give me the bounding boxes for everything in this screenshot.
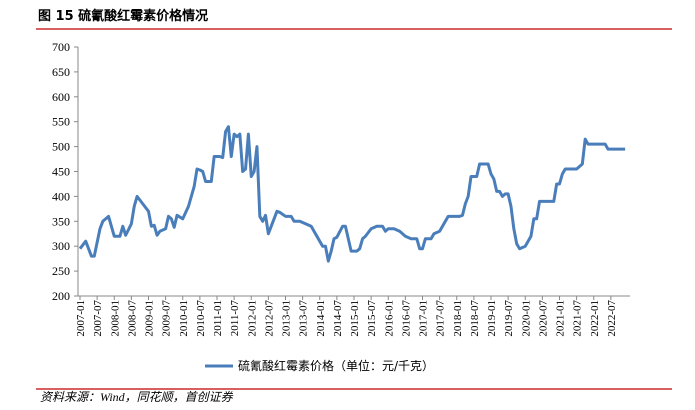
y-tick-label: 300: [52, 239, 70, 253]
y-tick-label: 550: [52, 115, 70, 129]
source: 资料来源：Wind，同花顺，首创证券: [40, 390, 234, 404]
x-tick-label: 2008-07: [126, 300, 138, 337]
x-tick-label: 2020-07: [537, 300, 549, 337]
x-tick-label: 2017-01: [418, 300, 430, 337]
y-tick-label: 650: [52, 65, 70, 79]
x-tick-label: 2022-01: [589, 300, 601, 337]
x-tick-label: 2021-07: [572, 300, 584, 337]
x-tick-label: 2012-07: [263, 300, 275, 337]
x-tick-label: 2013-01: [281, 300, 293, 337]
x-tick-label: 2008-01: [109, 300, 121, 337]
x-tick-label: 2010-01: [178, 300, 190, 337]
x-tick-label: 2009-01: [144, 300, 156, 337]
x-tick-label: 2019-01: [486, 300, 498, 337]
x-tick-label: 2011-07: [229, 300, 241, 337]
x-tick-label: 2014-01: [315, 300, 327, 337]
x-tick-label: 2021-01: [555, 300, 567, 337]
x-tick-label: 2007-07: [92, 300, 104, 337]
x-tick-label: 2018-07: [469, 300, 481, 337]
y-tick-label: 500: [52, 140, 70, 154]
x-tick-label: 2009-07: [161, 300, 173, 337]
y-tick-label: 350: [52, 214, 70, 228]
x-tick-label: 2011-01: [212, 300, 224, 336]
y-tick-label: 700: [52, 40, 70, 54]
y-tick-label: 250: [52, 264, 70, 278]
legend-label: 硫氰酸红霉素价格（单位：元/千克）: [238, 358, 434, 373]
x-tick-label: 2018-01: [452, 300, 464, 337]
x-tick-label: 2012-01: [246, 300, 258, 337]
x-tick-label: 2020-01: [520, 300, 532, 337]
y-tick-label: 600: [52, 90, 70, 104]
x-tick-label: 2016-07: [400, 300, 412, 337]
x-tick-label: 2013-07: [298, 300, 310, 337]
y-tick-label: 450: [52, 165, 70, 179]
x-tick-label: 2015-07: [366, 300, 378, 337]
y-tick-label: 400: [52, 189, 70, 203]
figure-title: 图 15 硫氰酸红霉素价格情况: [38, 8, 208, 24]
x-tick-label: 2017-07: [435, 300, 447, 337]
price-line: [78, 125, 626, 263]
x-tick-label: 2007-01: [75, 300, 87, 337]
x-tick-label: 2014-07: [332, 300, 344, 337]
x-tick-label: 2015-01: [349, 300, 361, 337]
x-tick-label: 2016-01: [383, 300, 395, 337]
y-tick-label: 200: [52, 289, 70, 303]
x-tick-label: 2019-07: [503, 300, 515, 337]
x-tick-label: 2022-07: [606, 300, 618, 337]
x-tick-label: 2010-07: [195, 300, 207, 337]
